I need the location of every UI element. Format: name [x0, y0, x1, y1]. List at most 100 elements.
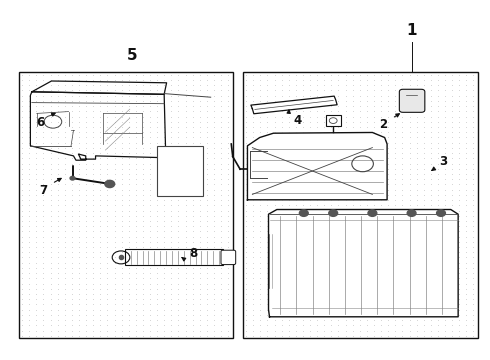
Point: [103, 150, 111, 156]
Point: [160, 166, 168, 172]
Point: [249, 302, 257, 307]
Point: [469, 255, 477, 260]
Point: [327, 213, 335, 219]
Point: [292, 114, 300, 120]
Point: [349, 72, 357, 78]
Point: [299, 103, 307, 109]
Point: [168, 223, 175, 229]
Point: [342, 72, 349, 78]
Point: [203, 307, 211, 312]
Point: [434, 270, 442, 276]
Point: [392, 197, 399, 203]
Point: [270, 249, 278, 255]
Point: [384, 312, 392, 318]
Point: [174, 156, 182, 161]
Point: [398, 255, 406, 260]
Point: [189, 103, 196, 109]
Point: [174, 93, 182, 99]
Point: [313, 317, 321, 323]
Point: [61, 192, 69, 198]
Point: [285, 307, 293, 312]
Point: [299, 249, 307, 255]
Point: [103, 197, 111, 203]
Point: [196, 307, 204, 312]
Point: [313, 82, 321, 88]
Point: [118, 307, 125, 312]
Point: [111, 150, 119, 156]
Point: [160, 161, 168, 166]
Point: [313, 87, 321, 93]
Point: [249, 197, 257, 203]
Point: [249, 213, 257, 219]
Point: [356, 197, 364, 203]
Point: [384, 187, 392, 193]
Point: [146, 93, 154, 99]
Point: [160, 302, 168, 307]
Point: [427, 244, 435, 250]
Point: [306, 255, 314, 260]
Point: [168, 234, 175, 239]
Point: [370, 181, 378, 187]
Point: [335, 77, 343, 83]
Point: [118, 328, 125, 333]
Point: [335, 72, 343, 78]
Point: [406, 108, 414, 114]
Point: [54, 260, 62, 266]
Point: [299, 223, 307, 229]
Point: [82, 312, 90, 318]
Point: [97, 187, 104, 193]
Point: [370, 270, 378, 276]
Point: [189, 260, 196, 266]
Point: [139, 218, 147, 224]
Point: [224, 307, 232, 312]
Point: [420, 296, 428, 302]
Point: [327, 140, 335, 145]
Point: [182, 103, 190, 109]
Point: [327, 255, 335, 260]
Point: [256, 72, 264, 78]
Point: [264, 333, 271, 339]
Point: [306, 135, 314, 140]
Point: [292, 239, 300, 245]
Point: [327, 129, 335, 135]
Point: [196, 176, 204, 182]
Point: [413, 333, 420, 339]
Point: [103, 181, 111, 187]
Point: [392, 317, 399, 323]
Point: [363, 197, 371, 203]
Point: [174, 197, 182, 203]
Point: [146, 197, 154, 203]
Point: [18, 234, 26, 239]
Point: [327, 229, 335, 234]
Point: [313, 181, 321, 187]
Point: [335, 192, 343, 198]
Point: [97, 312, 104, 318]
Point: [132, 161, 140, 166]
Point: [47, 187, 54, 193]
Point: [174, 103, 182, 109]
Point: [306, 229, 314, 234]
Point: [146, 161, 154, 166]
Point: [434, 234, 442, 239]
Point: [356, 129, 364, 135]
Point: [111, 323, 119, 328]
Point: [278, 302, 286, 307]
Point: [47, 114, 54, 120]
Point: [139, 171, 147, 177]
Point: [406, 181, 414, 187]
Point: [427, 181, 435, 187]
Point: [61, 93, 69, 99]
Point: [97, 255, 104, 260]
Point: [196, 239, 204, 245]
Point: [313, 119, 321, 125]
Point: [217, 181, 225, 187]
Point: [54, 129, 62, 135]
Point: [40, 166, 48, 172]
Point: [377, 296, 385, 302]
Point: [196, 281, 204, 287]
Point: [455, 166, 463, 172]
Point: [406, 176, 414, 182]
Point: [217, 296, 225, 302]
Point: [313, 223, 321, 229]
Point: [270, 328, 278, 333]
